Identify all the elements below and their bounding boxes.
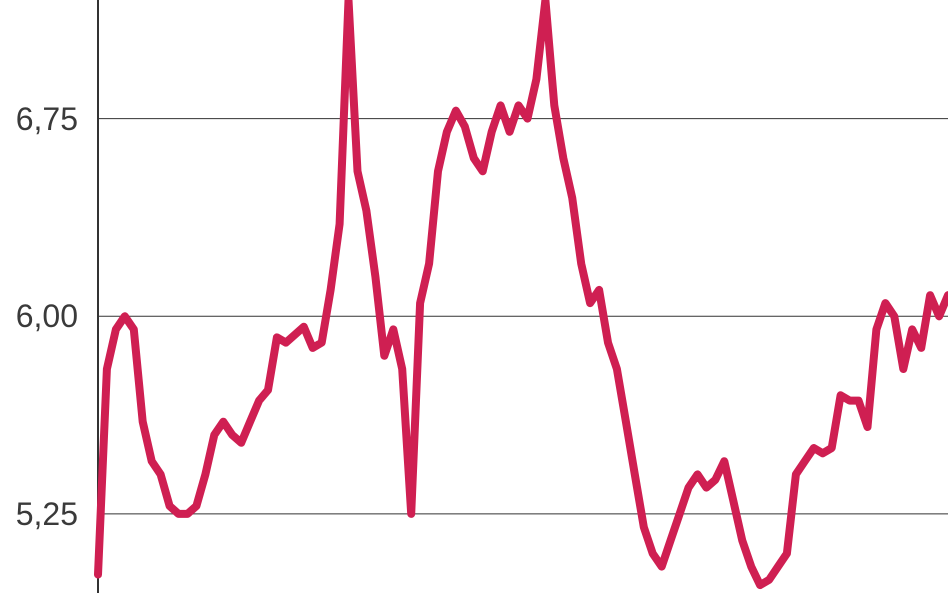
y-tick-label: 6,75 xyxy=(0,103,78,135)
line-chart: 6,75 6,00 5,25 xyxy=(0,0,948,593)
series-price xyxy=(98,0,948,585)
chart-svg xyxy=(0,0,948,593)
series-group xyxy=(98,0,948,585)
y-tick-label: 5,25 xyxy=(0,498,78,530)
y-tick-label: 6,00 xyxy=(0,300,78,332)
